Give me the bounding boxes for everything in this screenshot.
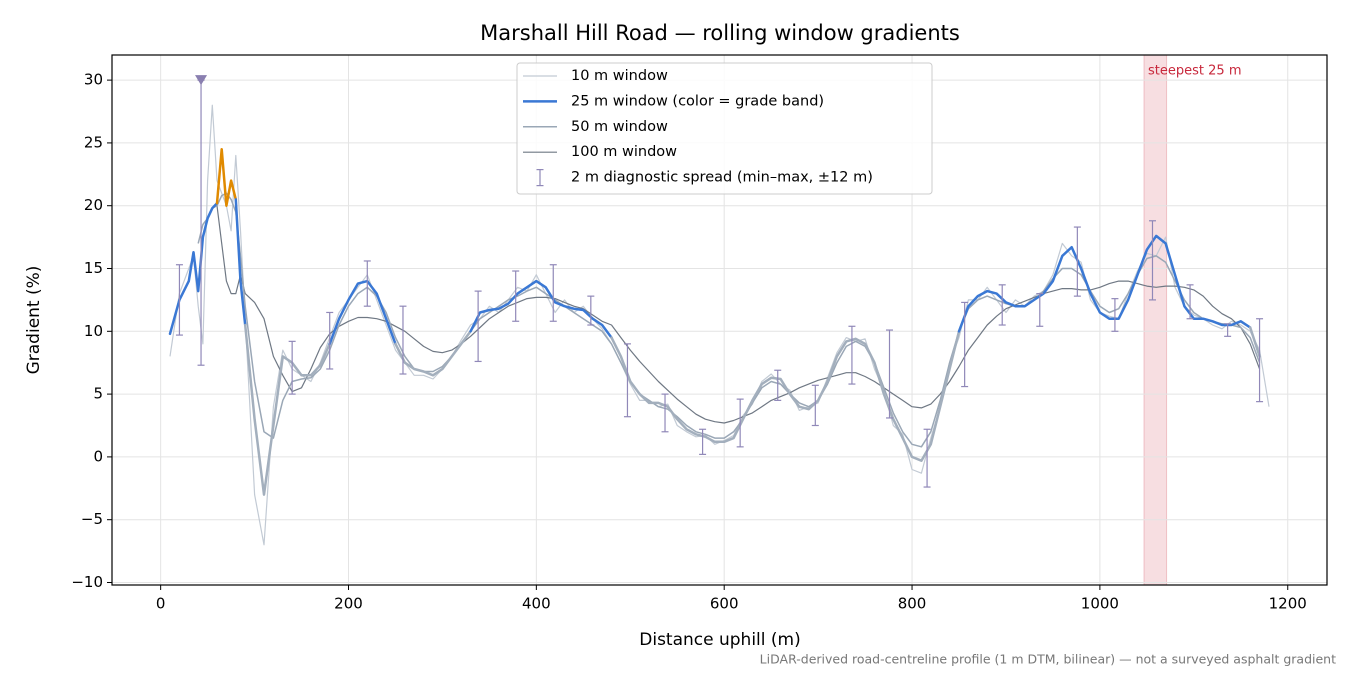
legend-label: 10 m window [571,68,668,84]
y-axis-label: Gradient (%) [24,266,44,375]
plot-area [168,75,1270,546]
x-tick-label: 1200 [1269,595,1307,613]
chart-title: Marshall Hill Road — rolling window grad… [480,21,960,45]
series-line [215,147,238,207]
series-line [328,279,397,346]
y-tick-label: −5 [81,510,103,528]
legend-label: 50 m window [571,119,668,135]
series-line [216,205,1261,424]
legend: 10 m window 25 m window (color = grade ba… [516,62,933,195]
series-line [610,330,961,462]
footnote: LiDAR-derived road-centreline profile (1… [760,652,1336,667]
x-tick-label: 0 [156,595,166,613]
legend-label: 2 m diagnostic spread (min–max, ±12 m) [571,170,873,186]
y-tick-label: 10 [84,322,103,340]
x-tick-label: 400 [522,595,551,613]
y-tick-label: 20 [84,196,103,214]
series-line [168,201,219,336]
clip-marker [195,75,208,86]
series-line [197,192,1261,448]
y-tick-label: 0 [93,447,103,465]
series-line [234,198,247,327]
x-axis-label: Distance uphill (m) [639,630,800,650]
y-tick-label: 30 [84,71,103,89]
legend-box [516,62,933,195]
y-tick-label: 15 [84,259,103,277]
plot-frame [111,54,1328,586]
y-tick-label: 5 [93,385,103,403]
y-tick-label: 25 [84,133,103,151]
x-tick-label: 800 [898,595,927,613]
y-tick-label: −10 [71,573,103,591]
series-line [394,330,472,377]
highlight-label: steepest 25 m [1148,64,1241,79]
highlight-band [1143,54,1168,586]
x-tick-label: 1000 [1081,595,1119,613]
series-line [243,323,331,496]
legend-label: 25 m window (color = grade band) [571,93,824,109]
legend-label: 100 m window [571,144,677,160]
series-line [469,279,613,339]
x-tick-label: 200 [334,595,363,613]
x-tick-label: 600 [710,595,739,613]
series-line [1248,326,1261,358]
series-line [957,234,1252,333]
